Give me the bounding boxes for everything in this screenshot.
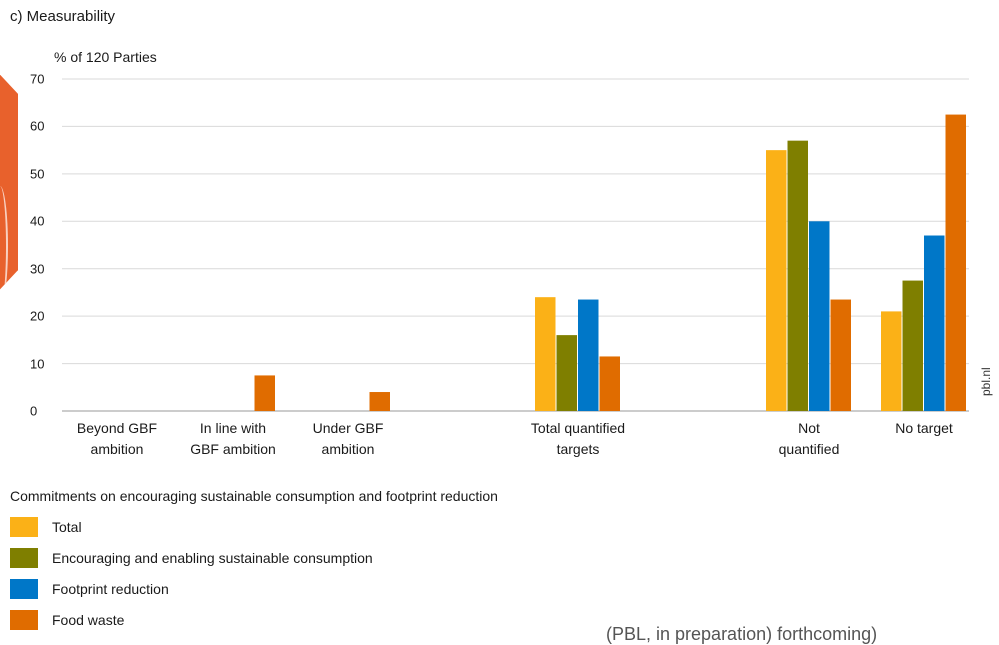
bar-footprint xyxy=(809,221,830,411)
y-tick-label: 70 xyxy=(30,71,45,87)
legend-item: Food waste xyxy=(10,609,124,631)
bar-total xyxy=(535,297,556,411)
decorative-hexagon xyxy=(0,66,18,298)
bar-footprint xyxy=(924,235,945,411)
y-tick-label: 10 xyxy=(30,356,45,372)
legend-label: Total xyxy=(52,519,82,535)
caption: (PBL, in preparation) forthcoming) xyxy=(606,624,878,644)
y-tick-label: 40 xyxy=(30,213,45,229)
legend-label: Footprint reduction xyxy=(52,581,169,597)
bar-encouraging xyxy=(787,140,808,411)
y-tick-label: 60 xyxy=(30,118,45,134)
x-tick-label: No target xyxy=(895,420,953,436)
legend-item: Encouraging and enabling sustainable con… xyxy=(10,547,373,569)
bar-footprint xyxy=(578,299,599,411)
bar-food-waste xyxy=(369,392,390,411)
x-tick-label: Under GBF ambition xyxy=(312,420,384,457)
bar-food-waste xyxy=(254,375,275,411)
legend-title: Commitments on encouraging sustainable c… xyxy=(10,488,498,504)
source-tag: pbl.nl xyxy=(979,367,993,396)
x-tick-label: In line with GBF ambition xyxy=(190,420,276,457)
bar-food-waste xyxy=(599,356,620,411)
legend-swatch xyxy=(10,548,38,568)
legend-item: Total xyxy=(10,516,82,538)
bar-food-waste xyxy=(830,299,851,411)
y-axis-title: % of 120 Parties xyxy=(54,49,157,65)
bar-encouraging xyxy=(902,280,923,411)
chart-title: c) Measurability xyxy=(10,8,116,25)
legend-item: Footprint reduction xyxy=(10,578,169,600)
y-tick-label: 20 xyxy=(30,308,45,324)
bar-total xyxy=(881,311,902,411)
decorative-wreath-icon xyxy=(0,186,8,298)
x-tick-label: Beyond GBF ambition xyxy=(76,420,158,457)
bar-food-waste xyxy=(945,114,966,412)
y-tick-label: 0 xyxy=(30,403,38,419)
x-tick-label: Total quantified targets xyxy=(530,420,626,457)
y-tick-label: 30 xyxy=(30,261,45,277)
x-tick-label: Not quantified xyxy=(778,420,840,457)
bar-encouraging xyxy=(556,335,577,411)
legend-swatch xyxy=(10,579,38,599)
bar-total xyxy=(766,150,787,411)
legend-swatch xyxy=(10,517,38,537)
y-tick-label: 50 xyxy=(30,166,45,182)
legend-label: Food waste xyxy=(52,612,125,628)
legend-swatch xyxy=(10,610,38,630)
legend-label: Encouraging and enabling sustainable con… xyxy=(52,550,373,566)
